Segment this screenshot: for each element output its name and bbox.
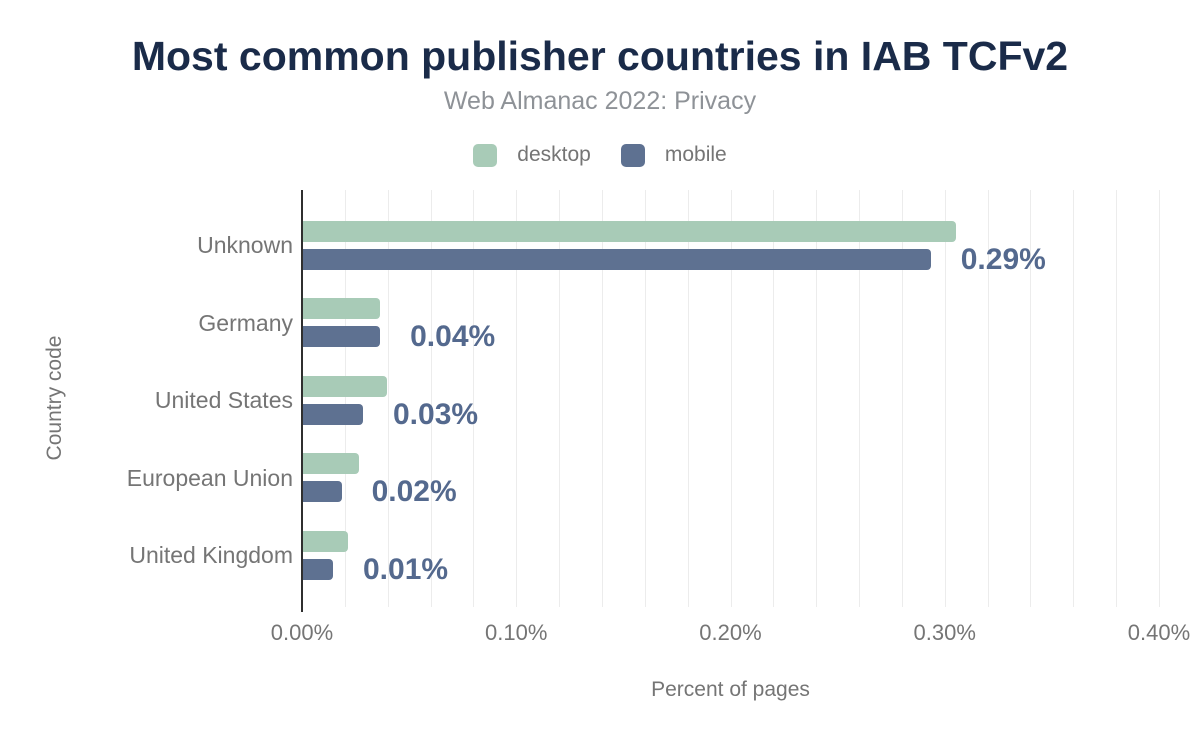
mobile-swatch-icon bbox=[620, 143, 645, 167]
x-axis-title: Percent of pages bbox=[651, 678, 810, 701]
bar-desktop-european-union bbox=[303, 453, 359, 474]
value-label-germany: 0.04% bbox=[410, 320, 496, 353]
bar-desktop-united-states bbox=[303, 375, 387, 397]
legend-label-mobile: mobile bbox=[664, 143, 727, 166]
bar-desktop-united-kingdom bbox=[303, 530, 348, 552]
plot-area bbox=[301, 190, 1160, 612]
gridline bbox=[1030, 190, 1032, 607]
bar-mobile-united-states bbox=[303, 403, 363, 425]
gridline bbox=[1073, 190, 1075, 607]
bar-desktop-germany bbox=[303, 298, 381, 319]
x-tick-40: 0.40% bbox=[1127, 620, 1191, 645]
legend-item-desktop: desktop bbox=[473, 143, 591, 167]
bar-mobile-european-union bbox=[303, 481, 342, 502]
gridline bbox=[773, 190, 775, 607]
y-axis-title: Country code bbox=[43, 335, 66, 461]
category-label-united-states: United States bbox=[154, 387, 293, 413]
desktop-swatch-icon bbox=[473, 143, 498, 167]
category-label-united-kingdom: United Kingdom bbox=[129, 542, 293, 568]
gridline bbox=[1159, 190, 1160, 607]
x-tick-0: 0.00% bbox=[270, 620, 334, 645]
x-tick-10: 0.10% bbox=[485, 620, 548, 645]
gridline bbox=[1116, 190, 1118, 607]
gridline bbox=[387, 190, 389, 607]
x-tick-20: 0.20% bbox=[699, 620, 762, 645]
gridline bbox=[344, 190, 346, 607]
gridline bbox=[644, 190, 646, 607]
category-label-unknown: Unknown bbox=[197, 232, 293, 258]
value-label-united-states: 0.03% bbox=[392, 397, 479, 431]
gridline bbox=[987, 190, 989, 607]
gridline bbox=[944, 190, 946, 607]
gridline bbox=[559, 190, 561, 607]
bar-mobile-germany bbox=[303, 326, 381, 347]
gridline bbox=[859, 190, 861, 607]
legend-label-desktop: desktop bbox=[517, 143, 591, 166]
value-label-unknown: 0.29% bbox=[960, 242, 1046, 276]
gridline bbox=[687, 190, 689, 607]
chart-title: Most common publisher countries in IAB T… bbox=[131, 33, 1069, 79]
gridline bbox=[601, 190, 603, 607]
gridline bbox=[730, 190, 732, 607]
y-axis-line bbox=[301, 190, 303, 612]
gridline bbox=[473, 190, 475, 607]
bar-desktop-unknown bbox=[303, 220, 957, 242]
bar-mobile-united-kingdom bbox=[303, 558, 333, 580]
gridline bbox=[901, 190, 903, 607]
gridline bbox=[430, 190, 432, 607]
value-label-european-union: 0.02% bbox=[371, 475, 457, 508]
legend: desktop mobile bbox=[0, 143, 1200, 167]
legend-item-mobile: mobile bbox=[620, 143, 727, 167]
category-label-european-union: European Union bbox=[126, 464, 293, 491]
bar-mobile-unknown bbox=[303, 248, 931, 270]
gridline bbox=[816, 190, 818, 607]
value-label-united-kingdom: 0.01% bbox=[362, 552, 449, 586]
x-tick-30: 0.30% bbox=[913, 620, 976, 645]
gridline bbox=[516, 190, 518, 607]
chart-subtitle: Web Almanac 2022: Privacy bbox=[443, 87, 757, 115]
category-label-germany: Germany bbox=[198, 309, 293, 336]
